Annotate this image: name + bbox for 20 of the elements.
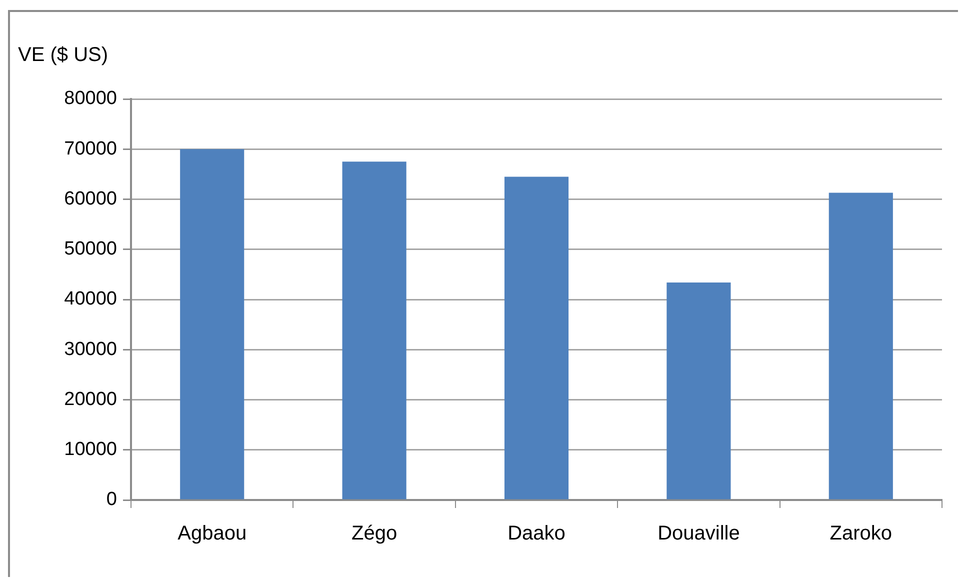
x-tick-label: Daako [508, 522, 566, 545]
y-tick-label: 40000 [64, 288, 117, 310]
y-tick-label: 60000 [64, 188, 117, 210]
y-tick-label: 10000 [64, 439, 117, 460]
y-tick-label: 50000 [64, 238, 117, 260]
bar [828, 192, 893, 500]
y-tick-label: 30000 [64, 338, 117, 360]
x-tick-label: Zaroko [830, 522, 892, 545]
y-tick-label: 20000 [64, 388, 117, 410]
bar [342, 162, 406, 500]
y-tick-label: 80000 [64, 88, 117, 110]
y-axis-title: VE ($ US) [18, 44, 108, 66]
bar [666, 282, 731, 500]
bar [180, 149, 244, 500]
bar [504, 176, 569, 500]
y-tick-label: 70000 [64, 138, 117, 160]
x-tick-label: Zégo [352, 522, 398, 545]
x-tick-label: Douaville [658, 522, 740, 545]
y-tick-label: 0 [106, 489, 117, 510]
x-tick-label: Agbaou [178, 522, 247, 545]
